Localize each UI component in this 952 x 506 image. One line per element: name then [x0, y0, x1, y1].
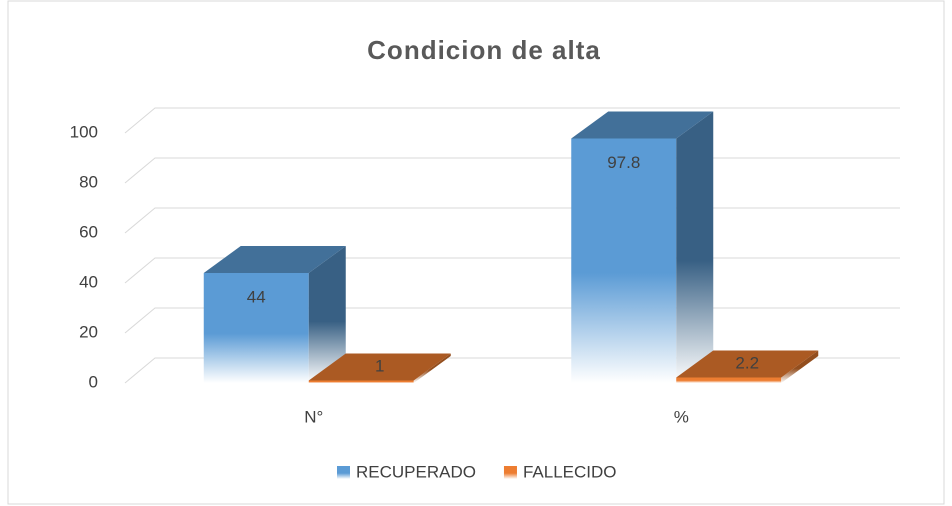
- y-tick-label: 40: [79, 272, 98, 291]
- bar-side: [781, 350, 819, 383]
- legend-swatch: [503, 466, 517, 479]
- data-label: 2.2: [735, 353, 759, 372]
- data-label: 1: [375, 356, 384, 375]
- bar: [571, 111, 714, 383]
- data-label: 44: [247, 287, 266, 306]
- bar-top: [308, 353, 451, 381]
- y-tick-label: 60: [79, 222, 98, 241]
- bar-top: [676, 350, 819, 378]
- bar-top: [571, 111, 714, 139]
- chart-frame: [7, 0, 945, 505]
- bar-top: [203, 246, 346, 273]
- legend-label: FALLECIDO: [523, 462, 617, 481]
- y-tick-label: 20: [79, 322, 98, 341]
- y-tick-label: 100: [70, 122, 98, 141]
- bar-front: [571, 138, 677, 383]
- chart-title: Condicion de alta: [367, 35, 601, 65]
- legend-label: RECUPERADO: [356, 462, 476, 481]
- bar-front: [676, 377, 782, 383]
- bar: [308, 353, 451, 383]
- bar-side: [676, 111, 714, 383]
- y-tick-label: 0: [89, 372, 98, 391]
- grid-line: [124, 107, 900, 134]
- bar: [676, 350, 819, 383]
- bar-side: [308, 246, 346, 383]
- y-tick-label: 80: [79, 172, 98, 191]
- bar-front: [308, 380, 414, 383]
- bar-front: [203, 273, 309, 383]
- x-tick-label: %: [674, 407, 689, 426]
- bar: [203, 246, 346, 383]
- legend-swatch: [337, 466, 350, 479]
- data-label: 97.8: [607, 153, 640, 172]
- bar-side: [413, 353, 451, 383]
- x-tick-label: N°: [304, 407, 323, 426]
